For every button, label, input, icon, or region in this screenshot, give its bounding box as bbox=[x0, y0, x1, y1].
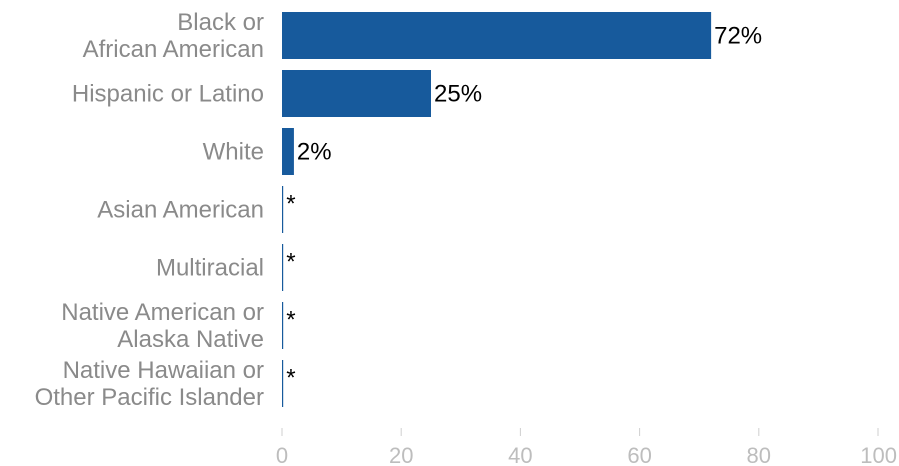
category-label-line: White bbox=[203, 139, 264, 166]
x-axis: 0 20 40 60 80 100 bbox=[276, 428, 897, 466]
category-label-line: Native American or bbox=[61, 299, 264, 326]
data-label: * bbox=[286, 365, 295, 392]
bars bbox=[282, 12, 712, 407]
category-labels: Black or African American Hispanic or Lati… bbox=[35, 9, 264, 411]
bar bbox=[282, 360, 284, 407]
category-label: Asian American bbox=[97, 197, 264, 224]
x-tick-label: 40 bbox=[508, 443, 532, 466]
category-label: Black or African American bbox=[83, 9, 264, 63]
x-tick-label: 60 bbox=[627, 443, 651, 466]
bar bbox=[282, 186, 284, 233]
category-label-line: Multiracial bbox=[156, 255, 264, 282]
bar bbox=[282, 302, 284, 349]
value-labels: 72%25%2%**** bbox=[286, 23, 762, 392]
category-label-line: Other Pacific Islander bbox=[35, 384, 264, 411]
bar bbox=[282, 244, 284, 291]
category-label: White bbox=[203, 139, 264, 166]
data-label: 72% bbox=[714, 23, 762, 50]
x-tick-label: 100 bbox=[860, 443, 897, 466]
category-label-line: Alaska Native bbox=[117, 326, 264, 353]
category-label-line: Black or bbox=[177, 9, 264, 36]
data-label: * bbox=[286, 249, 295, 276]
data-label: 25% bbox=[434, 81, 482, 108]
category-label: Native American or Alaska Native bbox=[61, 299, 264, 353]
bar bbox=[282, 12, 712, 59]
category-label: Hispanic or Latino bbox=[72, 81, 264, 108]
x-tick-label: 0 bbox=[276, 443, 288, 466]
data-label: * bbox=[286, 191, 295, 218]
data-label: * bbox=[286, 307, 295, 334]
category-label-line: Asian American bbox=[97, 197, 264, 224]
bar bbox=[282, 70, 431, 117]
category-label-line: Native Hawaiian or bbox=[63, 357, 264, 384]
bar bbox=[282, 128, 294, 175]
x-tick-label: 80 bbox=[747, 443, 771, 466]
category-label: Multiracial bbox=[156, 255, 264, 282]
data-label: 2% bbox=[297, 139, 332, 166]
category-label-line: Hispanic or Latino bbox=[72, 81, 264, 108]
category-label-line: African American bbox=[83, 36, 264, 63]
category-label: Native Hawaiian or Other Pacific Islander bbox=[35, 357, 264, 411]
x-tick-label: 20 bbox=[389, 443, 413, 466]
